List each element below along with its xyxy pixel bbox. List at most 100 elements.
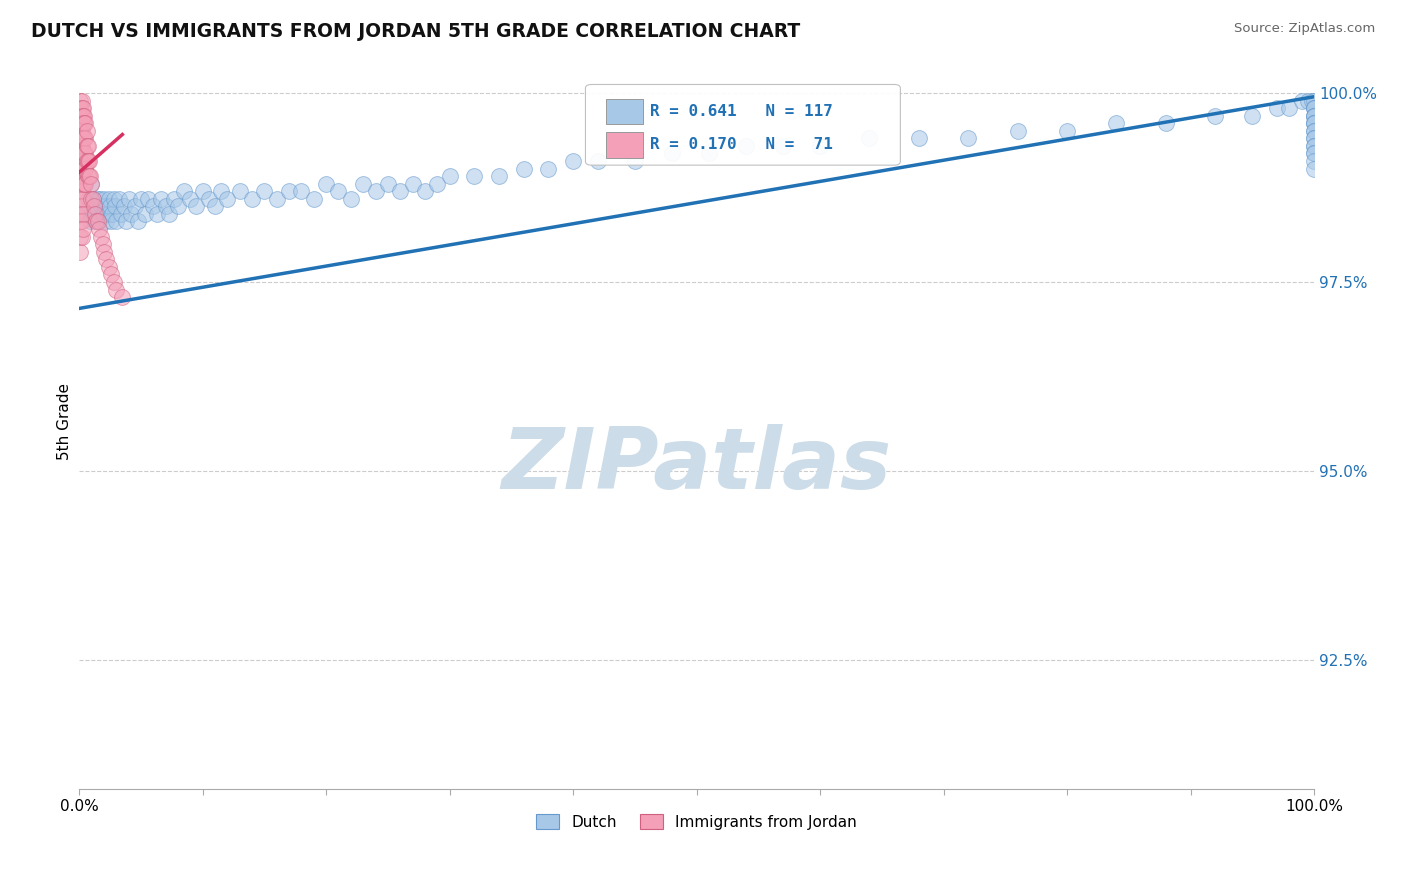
Point <box>69 244 91 259</box>
Point <box>69 184 91 198</box>
Point <box>957 131 980 145</box>
Point <box>858 131 880 145</box>
Point <box>315 177 337 191</box>
Point <box>91 207 114 221</box>
Point <box>1303 116 1326 130</box>
Point <box>105 214 128 228</box>
Point <box>1303 109 1326 123</box>
Point <box>87 222 110 236</box>
Point <box>100 214 122 228</box>
Text: R = 0.641   N = 117: R = 0.641 N = 117 <box>650 104 832 119</box>
Point <box>772 139 794 153</box>
Point <box>136 192 159 206</box>
Point <box>70 109 93 123</box>
Point <box>105 283 128 297</box>
Point <box>1303 139 1326 153</box>
Point <box>75 116 97 130</box>
Point <box>69 214 91 228</box>
Point <box>72 116 94 130</box>
Point <box>146 207 169 221</box>
Point <box>439 169 461 183</box>
Point <box>76 153 98 168</box>
Y-axis label: 5th Grade: 5th Grade <box>58 384 72 460</box>
Point <box>1265 101 1288 115</box>
Point <box>117 192 139 206</box>
Bar <box>606 132 644 158</box>
Point <box>1303 94 1326 108</box>
Point <box>808 139 831 153</box>
Point <box>209 184 232 198</box>
Point <box>1303 116 1326 130</box>
Point <box>512 161 534 176</box>
Point <box>75 207 97 221</box>
Point <box>157 207 180 221</box>
Point <box>1303 101 1326 115</box>
Point <box>340 192 363 206</box>
Point <box>94 199 117 213</box>
Point <box>69 101 91 115</box>
Point <box>908 131 931 145</box>
Point <box>134 207 156 221</box>
Point <box>70 229 93 244</box>
Point <box>186 199 208 213</box>
Point <box>163 192 186 206</box>
Point <box>73 161 96 176</box>
Point <box>1154 116 1177 130</box>
Point <box>72 101 94 115</box>
Point <box>69 169 91 183</box>
Point <box>76 124 98 138</box>
Point <box>72 109 94 123</box>
Point <box>217 192 239 206</box>
Point <box>1056 124 1078 138</box>
Point <box>75 177 97 191</box>
Point <box>72 131 94 145</box>
Point <box>1303 139 1326 153</box>
Point <box>69 199 91 213</box>
Point <box>69 124 91 138</box>
Point <box>72 177 94 191</box>
Point <box>89 192 111 206</box>
Point <box>80 177 103 191</box>
Point <box>191 184 214 198</box>
Point <box>72 146 94 161</box>
Point <box>352 177 374 191</box>
Point <box>1303 131 1326 145</box>
Point <box>120 207 142 221</box>
Point <box>624 153 647 168</box>
Point <box>82 192 104 206</box>
Point <box>69 153 91 168</box>
Point <box>75 146 97 161</box>
Point <box>73 116 96 130</box>
Point <box>73 177 96 191</box>
Point <box>1204 109 1226 123</box>
Point <box>127 214 149 228</box>
Point <box>328 184 350 198</box>
FancyBboxPatch shape <box>585 85 900 165</box>
Point <box>72 161 94 176</box>
Point <box>697 146 720 161</box>
Point <box>1007 124 1029 138</box>
Point <box>129 192 152 206</box>
Point <box>76 169 98 183</box>
Point <box>1303 116 1326 130</box>
Point <box>96 207 118 221</box>
Point <box>76 139 98 153</box>
Point <box>537 161 560 176</box>
Point <box>73 131 96 145</box>
Point <box>86 214 108 228</box>
Point <box>84 214 107 228</box>
Point <box>1303 146 1326 161</box>
Point <box>70 169 93 183</box>
Point <box>69 109 91 123</box>
Point <box>302 192 325 206</box>
Point <box>278 184 301 198</box>
Point <box>101 207 124 221</box>
Point <box>661 146 683 161</box>
Point <box>290 184 312 198</box>
Point <box>70 153 93 168</box>
Point <box>75 161 97 176</box>
Point <box>112 199 135 213</box>
Point <box>1241 109 1264 123</box>
Point <box>98 199 121 213</box>
Point <box>488 169 510 183</box>
